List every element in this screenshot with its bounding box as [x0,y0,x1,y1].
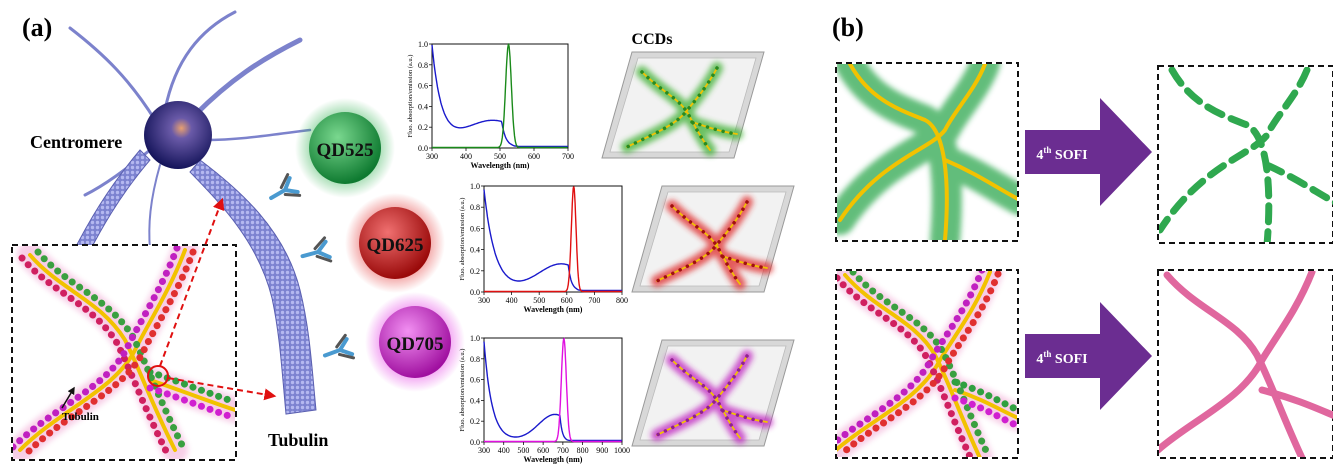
y-tick-label: 0.2 [470,417,480,426]
y-tick-label: 0.0 [418,144,428,153]
antibody-1 [265,175,300,209]
input-multicolor-box [828,270,1018,461]
spectrum-frame [432,44,568,148]
y-tick-label: 0.8 [470,355,480,364]
sofi-top-sup: th [1043,145,1051,155]
absorption-curve [484,342,622,441]
sofi-bottom-prefix: 4 [1036,352,1043,367]
x-axis-label: Wavelength (nm) [524,455,583,464]
input-green-box [836,63,1020,241]
x-tick-label: 600 [537,446,549,455]
ccd-3 [632,340,794,446]
sofi-arrow-top: 4th SOFI [1025,98,1152,206]
x-tick-label: 300 [478,296,490,305]
y-tick-label: 0.2 [470,267,480,276]
y-tick-label: 0.0 [470,288,480,297]
spectrum-frame [484,186,622,292]
y-axis-label: Fluo. absorption/emission (a.u.) [459,349,466,432]
tubulin-label: Tubulin [268,430,328,450]
y-tick-label: 0.6 [418,82,428,91]
y-tick-label: 1.0 [470,334,480,343]
y-tick-label: 1.0 [470,182,480,191]
centromere-label: Centromere [30,132,122,152]
x-tick-label: 400 [506,296,518,305]
x-axis-label: Wavelength (nm) [471,161,530,170]
qd705-sphere: QD705 [365,292,465,392]
absorption-curve [484,190,622,291]
x-tick-label: 1000 [614,446,630,455]
y-tick-label: 0.8 [470,203,480,212]
qd625-label: QD625 [367,235,424,256]
x-tick-label: 500 [494,152,506,161]
spectrum-chart-1: 300 400 500 600 700 0.0 0.2 0.4 0.6 0.8 1.0 Wavelen… [407,40,574,170]
x-tick-label: 300 [478,446,490,455]
x-tick-label: 800 [577,446,589,455]
x-tick-label: 700 [562,152,574,161]
ccd-layer [602,52,794,446]
sofi-top-prefix: 4 [1036,148,1043,163]
sofi-top-suffix: SOFI [1051,148,1087,163]
x-tick-label: 700 [588,296,600,305]
antibody-3 [321,335,354,366]
y-axis-label: Fluo. absorption/emission (a.u.) [407,55,414,138]
qd625-sphere: QD625 [345,193,445,293]
emission-curve [484,339,622,442]
absorption-curve [432,45,568,146]
qd525-label: QD525 [317,140,374,161]
x-tick-label: 900 [596,446,608,455]
centromere-sphere [144,101,212,169]
y-tick-label: 0.0 [470,438,480,447]
qd525-sphere: QD525 [295,98,395,198]
x-axis-label: Wavelength (nm) [524,305,583,314]
panel-b-label: (b) [832,13,864,42]
x-tick-label: 600 [561,296,573,305]
y-axis-label: Fluo. absorption/emission (a.u.) [459,198,466,281]
spectrum-chart-2: 300 400 500 600 700 800 0.0 0.2 0.4 0.6 0.8 1.0 Wave… [459,182,628,314]
spectrum-frame [484,338,622,442]
x-tick-label: 800 [616,296,628,305]
y-tick-label: 0.4 [470,246,480,255]
panel-a-label: (a) [22,13,52,42]
result-pink-box [1158,270,1333,458]
sofi-arrow-bottom: 4th SOFI [1025,302,1152,410]
sofi-bottom-sup: th [1043,349,1051,359]
x-tick-label: 600 [528,152,540,161]
spectrum-chart-3: 300 400 500 600 700 800 900 1000 0.0 0.2 0.4 0.6 0.8… [459,334,630,464]
y-tick-label: 0.6 [470,376,480,385]
ccd-1 [602,52,764,158]
x-tick-label: 500 [533,296,545,305]
y-tick-label: 0.4 [470,396,480,405]
y-tick-label: 0.6 [470,224,480,233]
qd705-label: QD705 [387,334,444,355]
emission-curve [484,187,622,292]
result-green-box [1158,66,1333,245]
emission-curve [432,45,568,148]
x-tick-label: 400 [460,152,472,161]
x-tick-label: 700 [557,446,569,455]
x-tick-label: 500 [517,446,529,455]
x-tick-label: 400 [498,446,510,455]
tubulin-inset: Tubulin [12,245,236,460]
antibody-2 [299,238,330,268]
ccds-label: CCDs [632,31,673,48]
y-tick-label: 0.2 [418,123,428,132]
y-tick-label: 0.8 [418,61,428,70]
y-tick-label: 0.4 [418,102,428,111]
ccd-2 [632,186,794,292]
sofi-bottom-suffix: SOFI [1051,352,1087,367]
inset-tubulin-label: Tubulin [62,411,99,423]
y-tick-label: 1.0 [418,40,428,49]
x-tick-label: 300 [426,152,438,161]
